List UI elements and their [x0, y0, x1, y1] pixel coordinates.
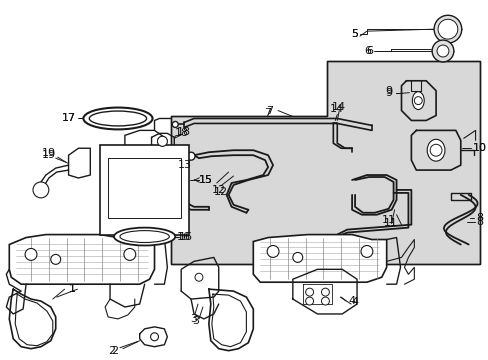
- Text: 8: 8: [475, 217, 482, 227]
- Ellipse shape: [83, 108, 152, 129]
- Text: 19: 19: [41, 148, 56, 158]
- Text: 14: 14: [329, 104, 344, 113]
- Circle shape: [321, 297, 329, 305]
- Circle shape: [25, 248, 37, 260]
- Text: 8: 8: [475, 213, 482, 223]
- Text: 6: 6: [366, 46, 373, 56]
- Circle shape: [292, 252, 302, 262]
- Text: 9: 9: [385, 86, 391, 96]
- Circle shape: [168, 170, 174, 176]
- Circle shape: [187, 152, 195, 160]
- Text: 3: 3: [192, 316, 199, 326]
- Ellipse shape: [411, 92, 424, 109]
- Text: 10: 10: [471, 143, 486, 153]
- Text: 16: 16: [179, 231, 193, 242]
- Ellipse shape: [114, 228, 175, 246]
- Polygon shape: [9, 235, 154, 284]
- Text: 1: 1: [69, 284, 76, 294]
- Text: 6: 6: [364, 46, 371, 56]
- Ellipse shape: [120, 231, 169, 243]
- Circle shape: [305, 297, 313, 305]
- Text: 7: 7: [266, 105, 273, 116]
- Text: 1: 1: [69, 284, 76, 294]
- Text: 9: 9: [385, 88, 391, 98]
- Ellipse shape: [89, 111, 146, 126]
- Text: 5: 5: [351, 29, 358, 39]
- Text: 7: 7: [264, 108, 271, 117]
- Circle shape: [431, 40, 453, 62]
- Text: 12: 12: [211, 185, 225, 195]
- Circle shape: [321, 288, 329, 296]
- Text: 17: 17: [61, 113, 76, 123]
- Text: 4: 4: [351, 297, 358, 307]
- Circle shape: [195, 273, 203, 281]
- Circle shape: [413, 96, 421, 105]
- Circle shape: [150, 333, 158, 341]
- Text: 11: 11: [383, 218, 397, 228]
- Text: 2: 2: [108, 346, 115, 356]
- Circle shape: [51, 255, 61, 264]
- Polygon shape: [253, 235, 386, 282]
- Text: 19: 19: [41, 150, 56, 160]
- Text: 11: 11: [381, 215, 395, 225]
- Polygon shape: [171, 61, 479, 264]
- Text: 14: 14: [331, 102, 346, 112]
- Text: 12: 12: [213, 187, 227, 197]
- Circle shape: [157, 136, 167, 146]
- Text: 4: 4: [348, 296, 355, 306]
- Circle shape: [429, 144, 441, 156]
- Text: 3: 3: [190, 314, 197, 324]
- Text: 5: 5: [351, 29, 358, 39]
- Circle shape: [305, 288, 313, 296]
- Text: 18: 18: [175, 129, 189, 138]
- Circle shape: [436, 45, 448, 57]
- Circle shape: [266, 246, 279, 257]
- Text: 16: 16: [177, 231, 191, 242]
- Circle shape: [123, 248, 136, 260]
- Text: 18: 18: [177, 127, 191, 138]
- Text: 10: 10: [471, 143, 486, 153]
- Text: 17: 17: [61, 113, 76, 123]
- Text: 2: 2: [111, 346, 118, 356]
- Text: 15: 15: [194, 175, 212, 185]
- Circle shape: [437, 19, 457, 39]
- Bar: [108, 158, 181, 218]
- Text: 15: 15: [199, 175, 212, 185]
- Bar: [100, 145, 189, 235]
- Circle shape: [360, 246, 372, 257]
- Ellipse shape: [427, 139, 444, 161]
- Text: 13: 13: [177, 162, 191, 172]
- Text: 15: 15: [199, 175, 212, 185]
- Circle shape: [433, 15, 461, 43]
- Text: 13: 13: [178, 160, 192, 170]
- Ellipse shape: [157, 136, 167, 146]
- Circle shape: [33, 182, 49, 198]
- Circle shape: [172, 121, 178, 127]
